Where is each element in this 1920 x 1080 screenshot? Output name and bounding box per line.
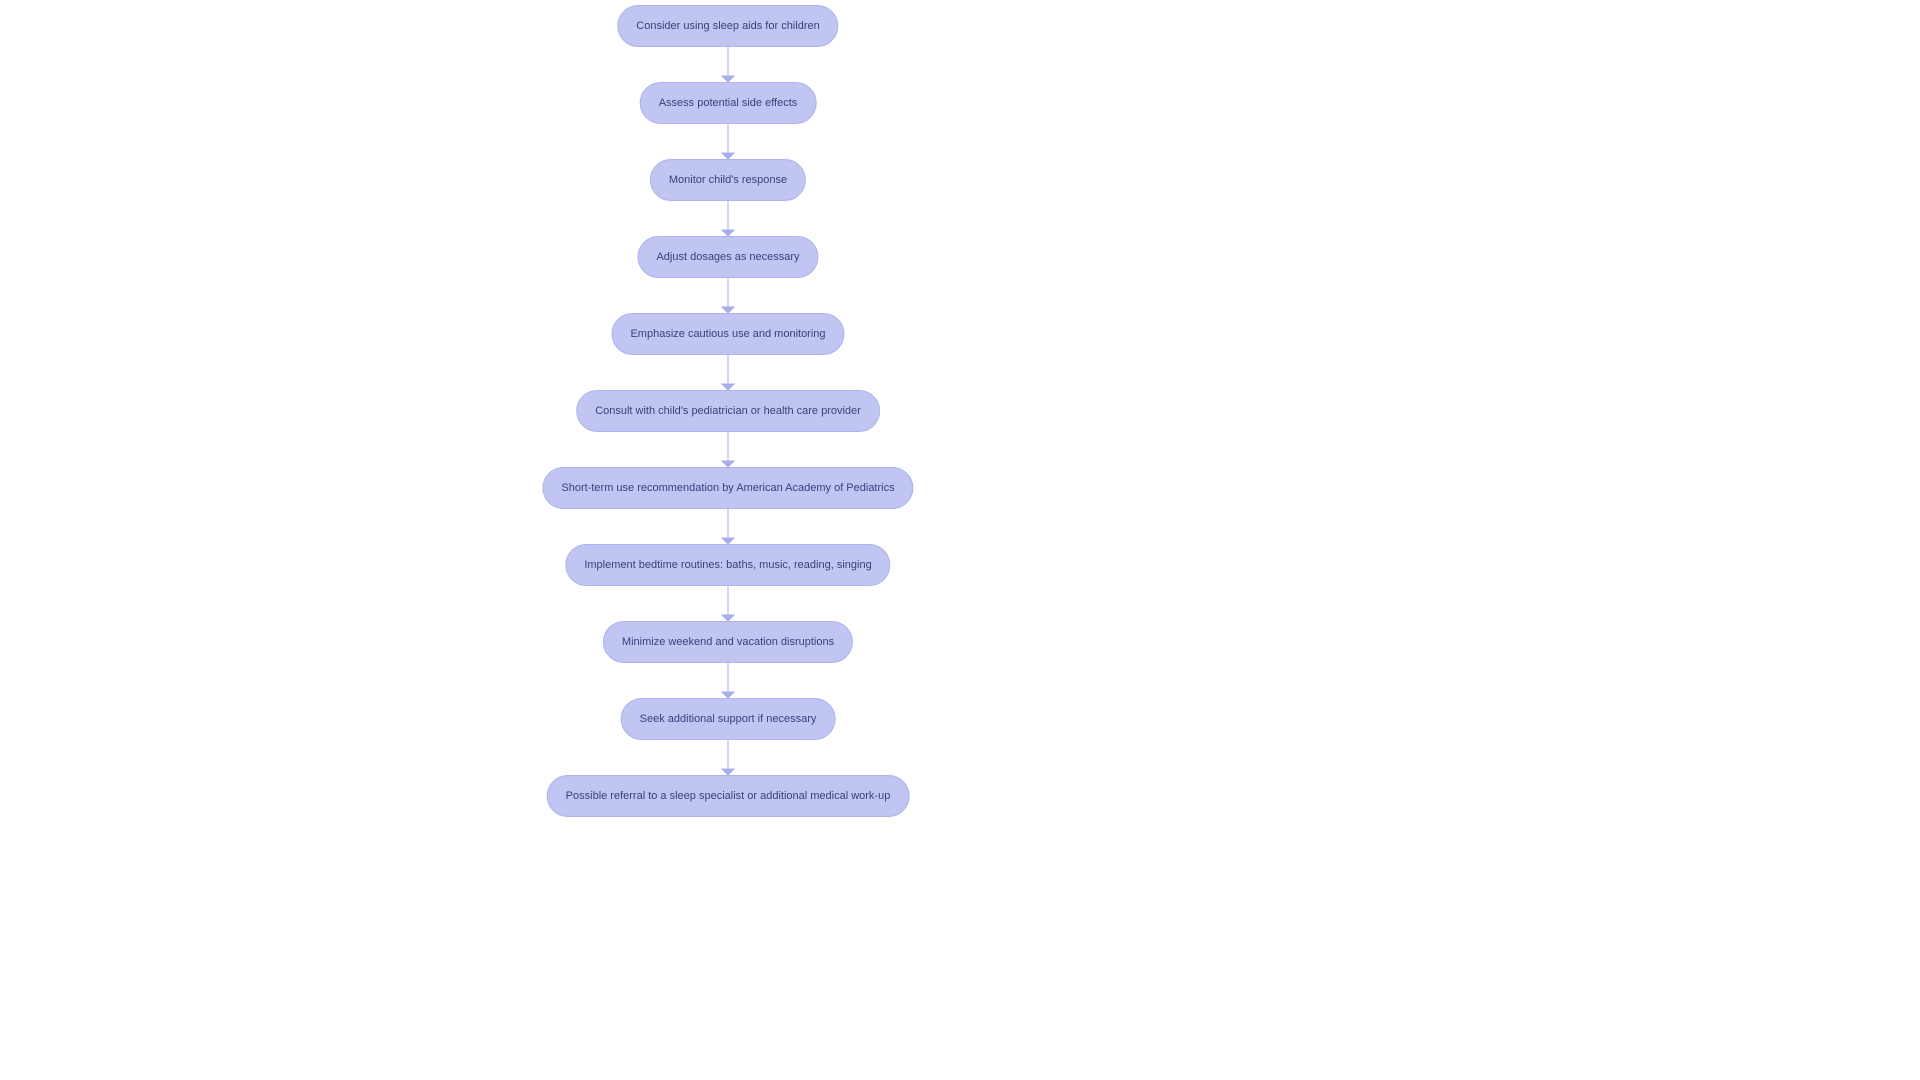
flow-node-n7: Short-term use recommendation by America… [542, 467, 913, 509]
flow-edge [721, 432, 735, 467]
flow-node-label: Short-term use recommendation by America… [561, 482, 894, 494]
flow-edge [721, 201, 735, 236]
flow-node-label: Minimize weekend and vacation disruption… [622, 636, 834, 648]
flow-edge [721, 586, 735, 621]
flow-node-n2: Assess potential side effects [640, 82, 817, 124]
flow-edge [721, 355, 735, 390]
flow-node-label: Possible referral to a sleep specialist … [566, 790, 891, 802]
flowchart-canvas: Consider using sleep aids for children As… [0, 0, 1920, 1080]
flow-node-n11: Possible referral to a sleep specialist … [547, 775, 910, 817]
flow-node-n5: Emphasize cautious use and monitoring [611, 313, 844, 355]
flow-node-label: Consult with child's pediatrician or hea… [595, 405, 861, 417]
flow-node-n4: Adjust dosages as necessary [637, 236, 818, 278]
flow-node-n8: Implement bedtime routines: baths, music… [565, 544, 890, 586]
flow-node-label: Monitor child's response [669, 174, 787, 186]
flow-node-label: Seek additional support if necessary [640, 713, 817, 725]
flow-edge [721, 278, 735, 313]
flow-node-n3: Monitor child's response [650, 159, 806, 201]
flow-node-label: Consider using sleep aids for children [636, 20, 819, 32]
flow-node-n6: Consult with child's pediatrician or hea… [576, 390, 880, 432]
flow-edge [721, 47, 735, 82]
flow-edge [721, 663, 735, 698]
flow-edge [721, 124, 735, 159]
flow-edge [721, 509, 735, 544]
flow-node-label: Implement bedtime routines: baths, music… [584, 559, 871, 571]
flow-node-label: Emphasize cautious use and monitoring [630, 328, 825, 340]
flow-node-label: Assess potential side effects [659, 97, 798, 109]
flow-node-n10: Seek additional support if necessary [621, 698, 836, 740]
flow-node-n1: Consider using sleep aids for children [617, 5, 838, 47]
flow-node-label: Adjust dosages as necessary [656, 251, 799, 263]
flow-edge [721, 740, 735, 775]
flow-node-n9: Minimize weekend and vacation disruption… [603, 621, 853, 663]
